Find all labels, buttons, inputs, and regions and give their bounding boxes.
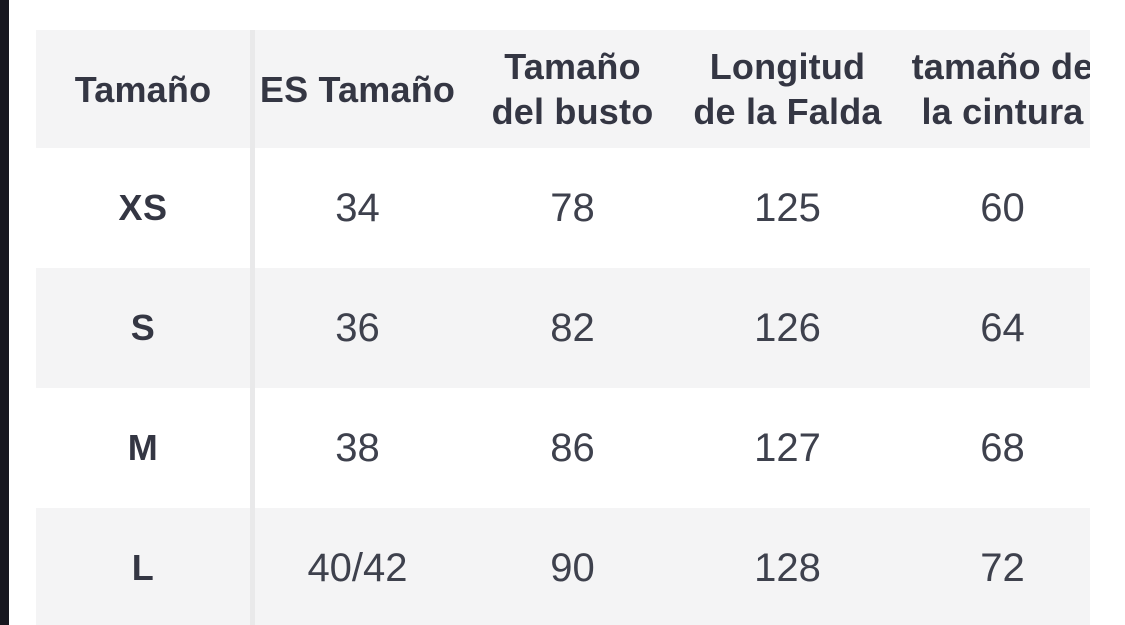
cell-bust-size: 90 [550,545,595,590]
header-cell-bust-size: Tamaño del busto [465,30,680,148]
cell-skirt-length: 128 [754,545,821,590]
header-label-line2: del busto [491,91,654,132]
cell-waist-size: 60 [980,185,1025,230]
header-label: Tamaño [74,68,212,110]
size-table: Tamaño ES Tamaño Tamaño del busto Longit… [36,30,1090,625]
cell-waist-size: 64 [980,305,1025,350]
header-label: Longitud [709,46,866,87]
header-label-line2: la cintura [921,91,1084,132]
cell-bust-size: 86 [550,425,595,470]
cell-bust-size: 78 [550,185,595,230]
cell-es-size: 38 [335,425,380,470]
row-size-label: L [131,547,155,588]
header-cell-waist-size: tamaño de la cintura [895,30,1090,148]
cell-es-size: 34 [335,185,380,230]
first-column-divider [250,30,255,625]
size-table-scroll-area[interactable]: Tamaño ES Tamaño Tamaño del busto Longit… [36,30,1090,625]
cell-skirt-length: 126 [754,305,821,350]
row-size-label: S [130,307,156,348]
table-header-row: Tamaño ES Tamaño Tamaño del busto Longit… [36,30,1090,148]
table-row-m: M 38 86 127 68 [36,388,1090,508]
cell-bust-size: 82 [550,305,595,350]
header-cell-es-size: ES Tamaño [250,30,465,148]
cell-waist-size: 68 [980,425,1025,470]
cell-waist-size: 72 [980,545,1025,590]
header-label: Tamaño [504,46,641,87]
table-row-l: L 40/42 90 128 72 [36,508,1090,625]
left-edge-dark-strip [0,0,9,625]
table-row-xs: XS 34 78 125 60 [36,148,1090,268]
header-label-line2: de la Falda [693,91,882,132]
cell-es-size: 36 [335,305,380,350]
table-row-s: S 36 82 126 64 [36,268,1090,388]
cell-skirt-length: 127 [754,425,821,470]
row-size-label: M [127,427,159,468]
header-cell-skirt-length: Longitud de la Falda [680,30,895,148]
header-label: ES Tamaño [259,68,456,110]
header-label: tamaño de [911,46,1090,87]
cell-skirt-length: 125 [754,185,821,230]
cell-es-size: 40/42 [307,545,408,590]
row-size-label: XS [118,187,168,228]
header-cell-size: Tamaño [36,30,250,148]
